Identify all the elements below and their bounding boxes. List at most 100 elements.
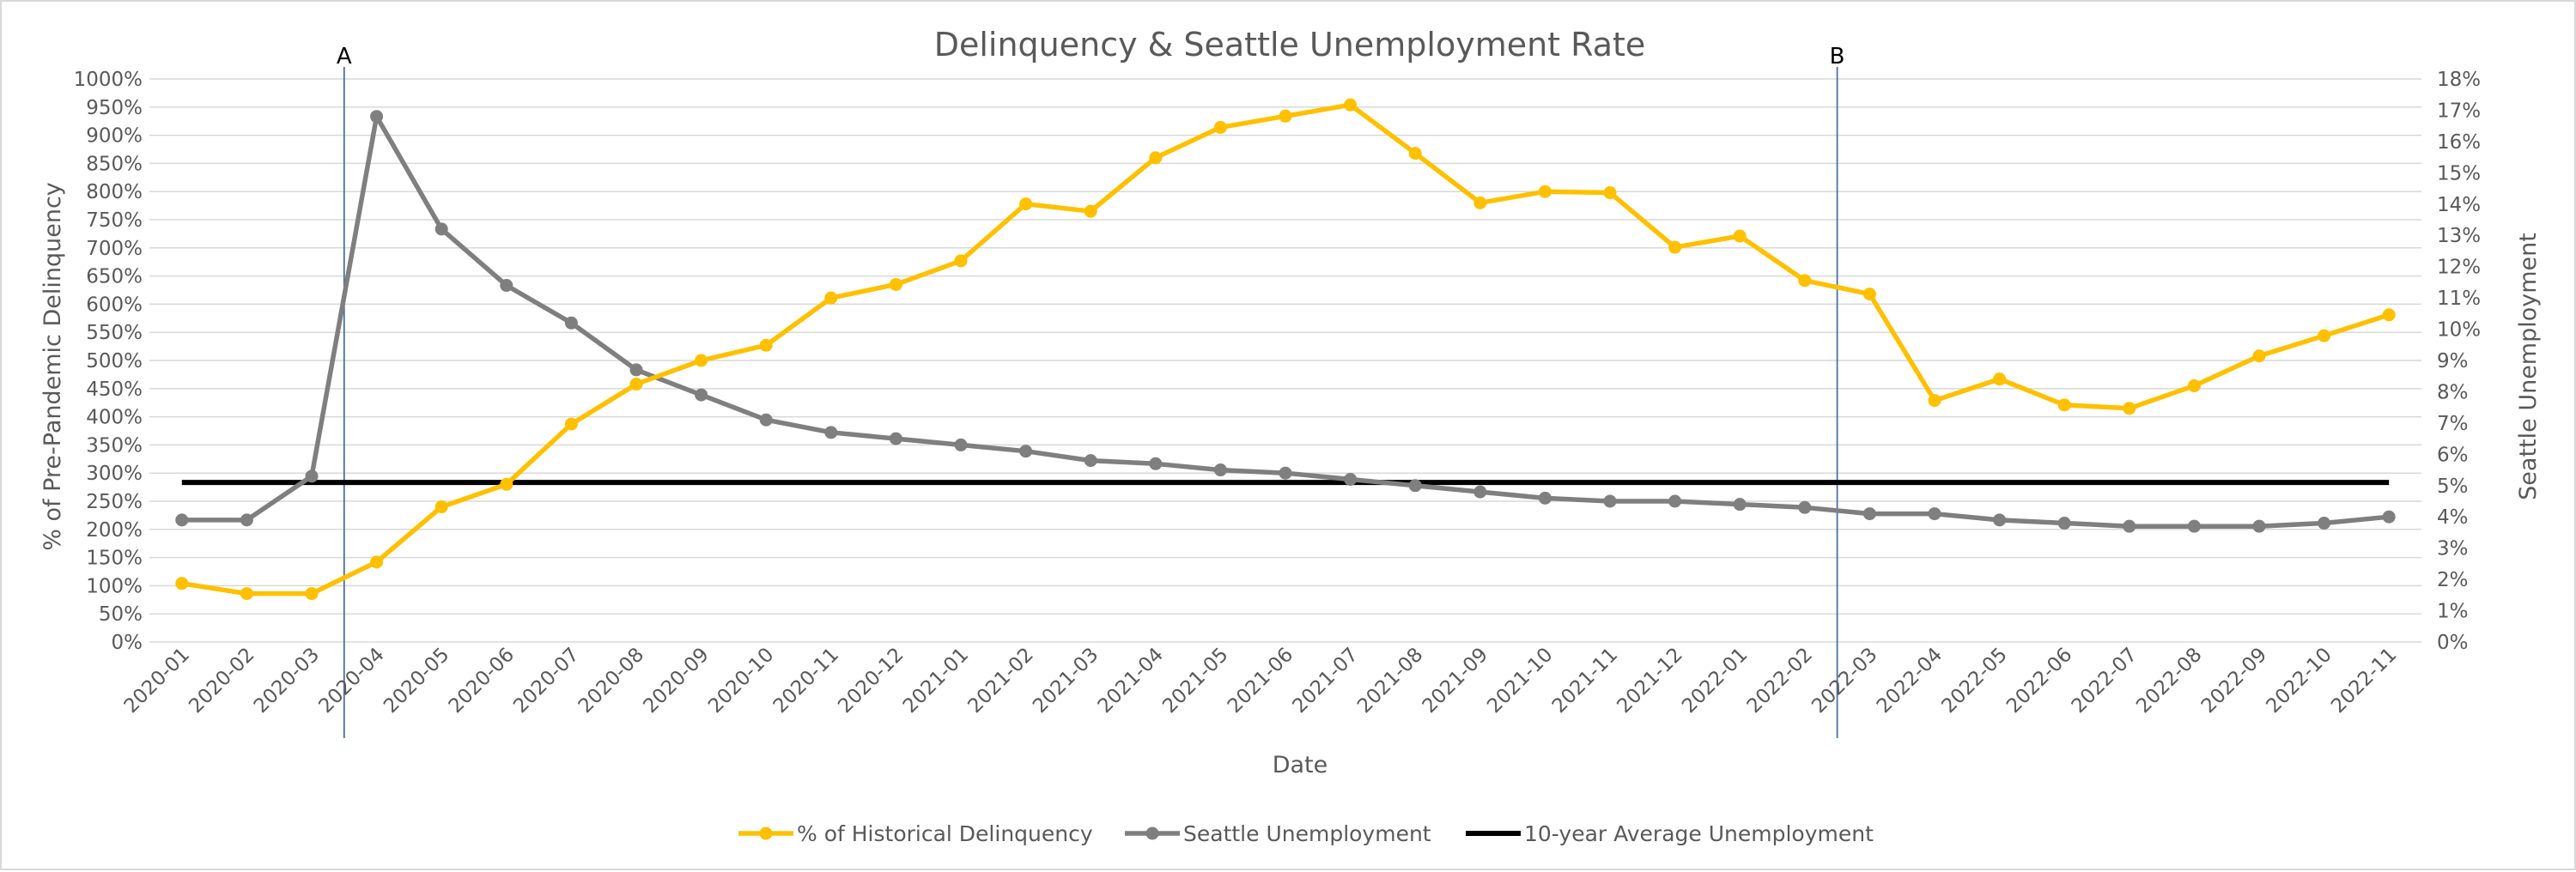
data-point <box>240 513 253 527</box>
x-tick-label: 2022-05 <box>1937 644 2011 718</box>
data-point <box>1928 507 1941 521</box>
x-tick-label: 2022-11 <box>2327 644 2401 718</box>
left-tick-label: 550% <box>86 322 143 344</box>
data-point <box>695 388 708 402</box>
series--of-historical-delinquency <box>175 98 2396 601</box>
left-tick-label: 450% <box>86 378 143 401</box>
x-tick-label: 2021-06 <box>1224 644 1297 718</box>
left-tick-label: 650% <box>86 266 143 288</box>
right-y-axis-ticks: 0% 1% 2% 3% 4% 5% 6% 7% 8% 9% 10% 11% 12% 13% 14% 15% 16… <box>2437 69 2481 654</box>
x-tick-label: 2022-06 <box>2002 644 2076 718</box>
legend-label: 10-year Average Unemployment <box>1524 821 1874 846</box>
right-tick-label: 11% <box>2437 288 2481 310</box>
data-point <box>500 477 513 491</box>
left-tick-label: 200% <box>86 519 143 542</box>
data-point <box>824 291 838 305</box>
series-seattle-unemployment <box>175 110 2396 533</box>
data-point <box>1019 197 1033 211</box>
right-tick-label: 2% <box>2437 569 2469 591</box>
data-point <box>2057 398 2071 412</box>
data-point <box>1798 274 1812 288</box>
x-tick-label: 2021-02 <box>963 644 1037 718</box>
x-tick-label: 2020-02 <box>185 644 258 718</box>
left-tick-label: 50% <box>99 603 143 626</box>
data-point <box>1993 372 2007 386</box>
left-tick-label: 150% <box>86 548 143 570</box>
data-point <box>954 438 968 451</box>
right-tick-label: 15% <box>2437 162 2481 185</box>
data-point <box>824 426 838 439</box>
legend: % of Historical Delinquency Seattle Unemp… <box>738 821 1874 846</box>
data-point <box>1538 185 1552 198</box>
left-tick-label: 300% <box>86 463 143 485</box>
left-tick-label: 100% <box>86 575 143 597</box>
left-axis-title: % of Pre-Pandemic Delinquency <box>39 182 66 551</box>
annotation-label: A <box>337 44 352 70</box>
data-point <box>1538 491 1552 505</box>
data-point <box>889 277 902 291</box>
data-point <box>2382 308 2396 322</box>
right-tick-label: 5% <box>2437 475 2469 498</box>
data-point <box>370 555 384 569</box>
data-point <box>2318 517 2331 530</box>
right-tick-label: 9% <box>2437 350 2469 372</box>
data-point <box>240 587 253 601</box>
x-tick-label: 2020-12 <box>834 644 908 718</box>
x-tick-label: 2020-04 <box>314 644 388 718</box>
data-point <box>1344 98 1358 112</box>
data-point <box>2057 517 2071 530</box>
x-tick-label: 2022-09 <box>2197 644 2271 718</box>
data-point <box>1993 513 2007 527</box>
right-tick-label: 3% <box>2437 538 2469 560</box>
data-point <box>175 577 189 590</box>
data-point <box>1668 240 1682 254</box>
data-point <box>175 513 189 527</box>
data-point <box>1084 204 1097 218</box>
data-point <box>1408 147 1422 160</box>
data-point <box>2187 379 2201 393</box>
x-tick-label: 2021-04 <box>1094 644 1168 718</box>
data-point <box>2382 510 2396 524</box>
left-tick-label: 500% <box>86 350 143 372</box>
x-tick-label: 2020-01 <box>120 644 194 718</box>
data-point <box>759 413 773 427</box>
annotation-label: B <box>1830 44 1845 70</box>
left-tick-label: 950% <box>86 97 143 119</box>
right-tick-label: 4% <box>2437 506 2469 529</box>
legend-swatch-marker <box>1145 827 1159 840</box>
series <box>175 98 2396 601</box>
x-tick-label: 2021-07 <box>1288 644 1362 718</box>
x-tick-label: 2022-03 <box>1807 644 1881 718</box>
x-tick-label: 2020-09 <box>639 644 713 718</box>
data-point <box>1603 186 1617 200</box>
data-point <box>889 432 902 445</box>
x-tick-label: 2021-01 <box>899 644 973 718</box>
x-tick-label: 2020-11 <box>769 644 843 718</box>
left-tick-label: 850% <box>86 153 143 175</box>
legend-label: % of Historical Delinquency <box>797 821 1093 846</box>
data-point <box>1928 394 1941 408</box>
data-point <box>1862 507 1876 521</box>
data-point <box>1668 494 1682 508</box>
right-tick-label: 18% <box>2437 69 2481 91</box>
right-tick-label: 12% <box>2437 257 2481 279</box>
left-tick-label: 350% <box>86 434 143 457</box>
x-tick-label: 2022-07 <box>2068 644 2142 718</box>
data-point <box>1084 454 1097 468</box>
data-point <box>1279 466 1292 480</box>
x-tick-label: 2020-05 <box>380 644 453 718</box>
right-tick-label: 14% <box>2437 194 2481 216</box>
right-tick-label: 0% <box>2437 632 2469 654</box>
data-point <box>1603 494 1617 508</box>
series-line <box>181 102 2391 596</box>
data-point <box>695 354 708 367</box>
left-tick-label: 700% <box>86 238 143 260</box>
gridlines <box>149 78 2421 643</box>
left-tick-label: 1000% <box>74 69 143 91</box>
series-line <box>181 113 2390 529</box>
data-point <box>2252 519 2266 533</box>
chart-title: Delinquency & Seattle Unemployment Rate <box>934 26 1646 64</box>
data-point <box>1344 472 1358 486</box>
left-tick-label: 900% <box>86 125 143 148</box>
data-point <box>370 110 384 124</box>
